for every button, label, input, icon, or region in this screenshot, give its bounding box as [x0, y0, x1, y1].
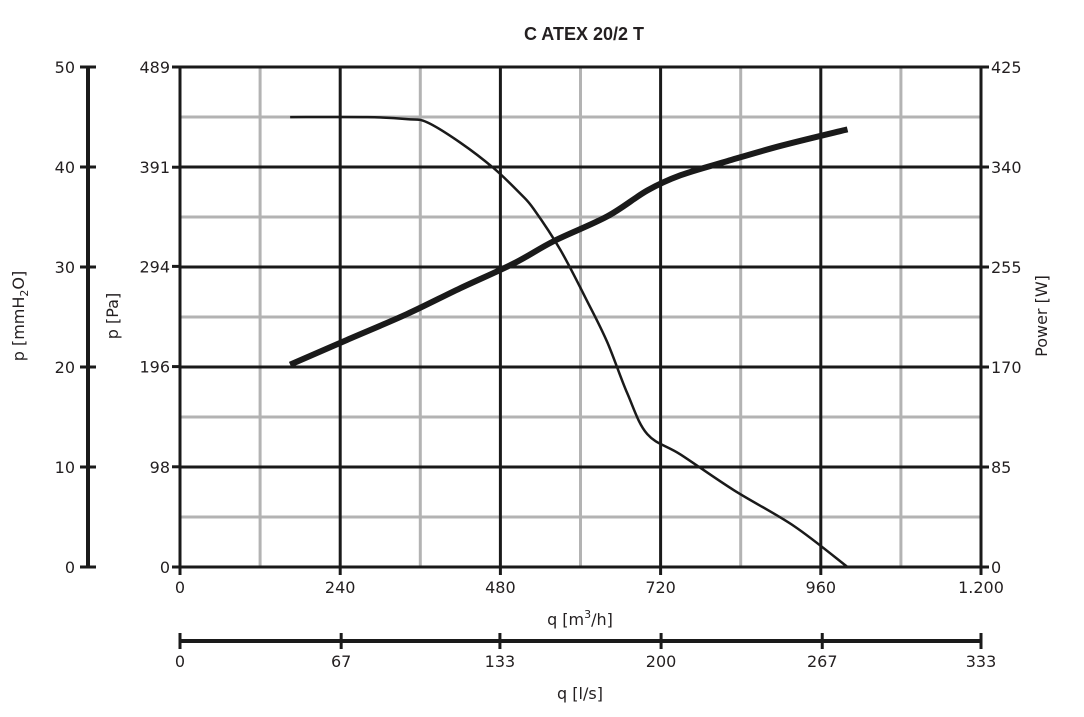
- axes: [80, 65, 989, 649]
- y-axis-mmh2o-tick-label: 10: [55, 458, 75, 477]
- y-axis-mmh2o-label: p [mmH2O]: [9, 271, 31, 362]
- y-axis-power-tick-label: 85: [991, 458, 1011, 477]
- y-axis-mmh2o-label-tail: O]: [9, 271, 28, 290]
- y-axis-power-label: Power [W]: [1032, 275, 1051, 357]
- x-axis-label: q [m3/h]: [547, 608, 613, 629]
- x-axis-label-sup: 3: [584, 608, 591, 621]
- x-axis-label-tail: /h]: [591, 610, 613, 629]
- x-axis-tick-label: 960: [806, 578, 837, 597]
- plot-frame: [178, 65, 983, 569]
- x-axis-tick-label: 480: [485, 578, 516, 597]
- pressure-curve: [290, 115, 849, 568]
- tick-labels: 0981962943914890102030405008517025534042…: [55, 58, 1022, 671]
- x-axis-tick-label: 1.200: [958, 578, 1004, 597]
- x2-axis-tick-label: 67: [331, 652, 351, 671]
- y-axis-mmh2o-label-main: p [mmH: [9, 297, 28, 362]
- y-axis-mmh2o-tick-label: 40: [55, 158, 75, 177]
- x2-axis-tick-label: 333: [966, 652, 997, 671]
- y-axis-power-tick-label: 425: [991, 58, 1022, 77]
- x-axis-label-main: q [m: [547, 610, 584, 629]
- y-axis-mmh2o-label-sub: 2: [18, 290, 31, 297]
- x2-axis-tick-label: 267: [807, 652, 838, 671]
- x2-axis-tick-label: 0: [175, 652, 185, 671]
- x-axis-tick-label: 720: [645, 578, 676, 597]
- y-axis-pa-tick-label: 0: [160, 558, 170, 577]
- chart-title: C ATEX 20/2 T: [524, 24, 644, 44]
- power-curve: [288, 126, 849, 368]
- y-axis-pa-tick-label: 98: [150, 458, 170, 477]
- y-axis-mmh2o-tick-label: 50: [55, 58, 75, 77]
- x2-axis-tick-label: 200: [646, 652, 677, 671]
- y-axis-mmh2o-tick-label: 30: [55, 258, 75, 277]
- x-axis-tick-label: 240: [325, 578, 356, 597]
- y-axis-power-tick-label: 255: [991, 258, 1022, 277]
- y-axis-mmh2o-tick-label: 0: [65, 558, 75, 577]
- y-axis-pa-tick-label: 196: [139, 358, 170, 377]
- y-axis-pa-tick-label: 294: [139, 257, 170, 276]
- x2-axis-tick-label: 133: [485, 652, 516, 671]
- y-axis-power-tick-label: 0: [991, 558, 1001, 577]
- x2-axis-label: q [l/s]: [557, 684, 603, 703]
- y-axis-pa-label: p [Pa]: [103, 293, 122, 339]
- y-axis-power-tick-label: 340: [991, 158, 1022, 177]
- data-series: [288, 115, 849, 568]
- y-axis-power-tick-label: 170: [991, 358, 1022, 377]
- grid: [180, 67, 981, 567]
- y-axis-pa-tick-label: 391: [139, 158, 170, 177]
- x-axis-tick-label: 0: [175, 578, 185, 597]
- y-axis-mmh2o-tick-label: 20: [55, 358, 75, 377]
- y-axis-pa-tick-label: 489: [139, 58, 170, 77]
